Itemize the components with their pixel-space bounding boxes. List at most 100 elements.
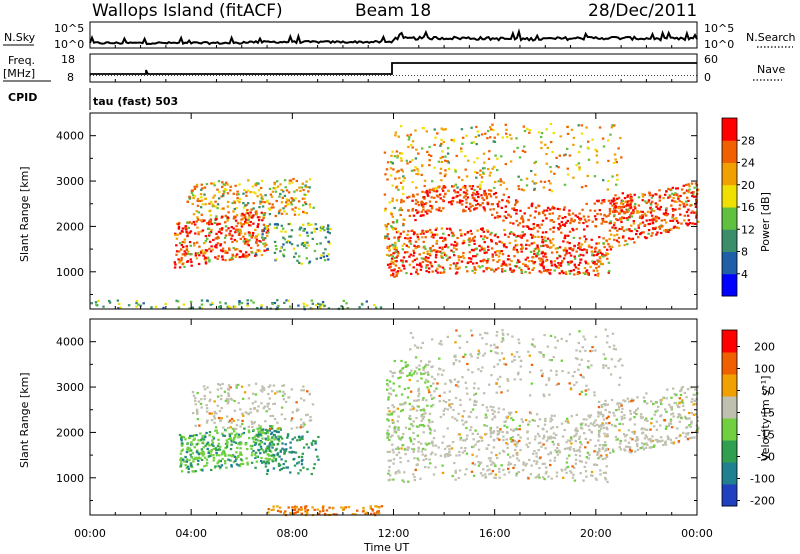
- data-cell: [292, 512, 296, 515]
- data-cell: [475, 400, 478, 403]
- data-cell: [218, 305, 221, 308]
- data-cell: [613, 153, 617, 156]
- data-cell: [570, 217, 573, 220]
- data-cell: [386, 388, 389, 391]
- data-cell: [693, 399, 696, 402]
- data-cell: [306, 234, 309, 237]
- data-cell: [604, 254, 608, 257]
- data-cell: [195, 443, 198, 446]
- data-cell: [447, 161, 450, 164]
- data-cell: [214, 447, 217, 450]
- data-cell: [578, 435, 581, 438]
- colorbar-swatch: [722, 484, 737, 507]
- data-cell: [402, 264, 405, 267]
- data-cell: [286, 434, 290, 437]
- data-cell: [394, 244, 397, 247]
- data-cell: [391, 404, 394, 407]
- data-cell: [230, 443, 233, 446]
- data-cell: [246, 208, 249, 212]
- data-cell: [397, 377, 400, 380]
- data-cell: [256, 244, 260, 247]
- data-cell: [257, 223, 260, 226]
- data-cell: [320, 303, 324, 306]
- data-cell: [409, 348, 412, 351]
- colorbar-swatch: [722, 251, 737, 275]
- data-cell: [617, 241, 620, 244]
- data-cell: [601, 219, 604, 222]
- data-cell: [630, 201, 633, 204]
- data-cell: [587, 414, 590, 417]
- data-cell: [583, 248, 586, 251]
- data-cell: [232, 217, 236, 220]
- data-cell: [307, 446, 310, 449]
- data-cell: [392, 269, 395, 272]
- data-cell: [181, 253, 184, 256]
- data-cell: [687, 219, 691, 222]
- data-cell: [585, 418, 588, 421]
- data-cell: [413, 231, 416, 234]
- data-cell: [580, 358, 583, 361]
- data-cell: [377, 506, 381, 509]
- data-cell: [492, 406, 495, 409]
- data-cell: [192, 194, 195, 197]
- data-cell: [416, 380, 419, 383]
- data-cell: [299, 189, 302, 192]
- data-cell: [198, 245, 201, 248]
- data-cell: [226, 251, 229, 254]
- data-cell: [261, 390, 264, 393]
- data-cell: [551, 207, 554, 210]
- data-cell: [677, 415, 681, 418]
- data-cell: [452, 196, 455, 199]
- data-cell: [679, 393, 683, 397]
- data-cell: [509, 215, 512, 218]
- data-cell: [424, 371, 427, 374]
- data-cell: [454, 264, 458, 267]
- data-cell: [230, 432, 233, 435]
- data-cell: [615, 161, 618, 164]
- data-cell: [403, 267, 406, 270]
- data-cell: [493, 462, 496, 465]
- data-cell: [689, 425, 692, 428]
- data-cell: [506, 258, 510, 261]
- data-cell: [178, 433, 182, 437]
- data-cell: [452, 246, 456, 250]
- data-cell: [473, 188, 476, 192]
- data-cell: [400, 259, 403, 262]
- data-cell: [491, 255, 494, 258]
- data-cell: [429, 154, 433, 158]
- data-cell: [522, 461, 525, 464]
- data-cell: [449, 453, 452, 457]
- data-cell: [693, 186, 696, 189]
- data-cell: [441, 266, 445, 269]
- data-cell: [488, 473, 491, 476]
- data-cell: [262, 229, 265, 232]
- data-cell: [388, 413, 391, 416]
- data-cell: [569, 446, 572, 449]
- data-cell: [421, 190, 424, 193]
- data-cell: [473, 463, 477, 466]
- data-cell: [579, 373, 582, 377]
- data-cell: [503, 424, 506, 427]
- data-cell: [594, 335, 598, 338]
- data-cell: [579, 145, 582, 148]
- data-cell: [295, 426, 299, 429]
- data-cell: [573, 435, 576, 438]
- data-cell: [602, 242, 605, 245]
- data-cell: [290, 229, 294, 232]
- data-cell: [204, 256, 207, 259]
- data-cell: [627, 441, 631, 444]
- data-cell: [250, 214, 254, 218]
- data-cell: [448, 448, 451, 451]
- data-cell: [660, 231, 663, 235]
- data-cell: [607, 243, 610, 246]
- data-cell: [428, 426, 431, 429]
- data-cell: [240, 218, 243, 221]
- data-cell: [586, 365, 590, 368]
- data-cell: [566, 219, 569, 222]
- data-cell: [594, 218, 598, 221]
- data-cell: [215, 243, 218, 246]
- data-cell: [676, 427, 679, 430]
- data-cell: [213, 245, 217, 248]
- data-cell: [242, 206, 246, 209]
